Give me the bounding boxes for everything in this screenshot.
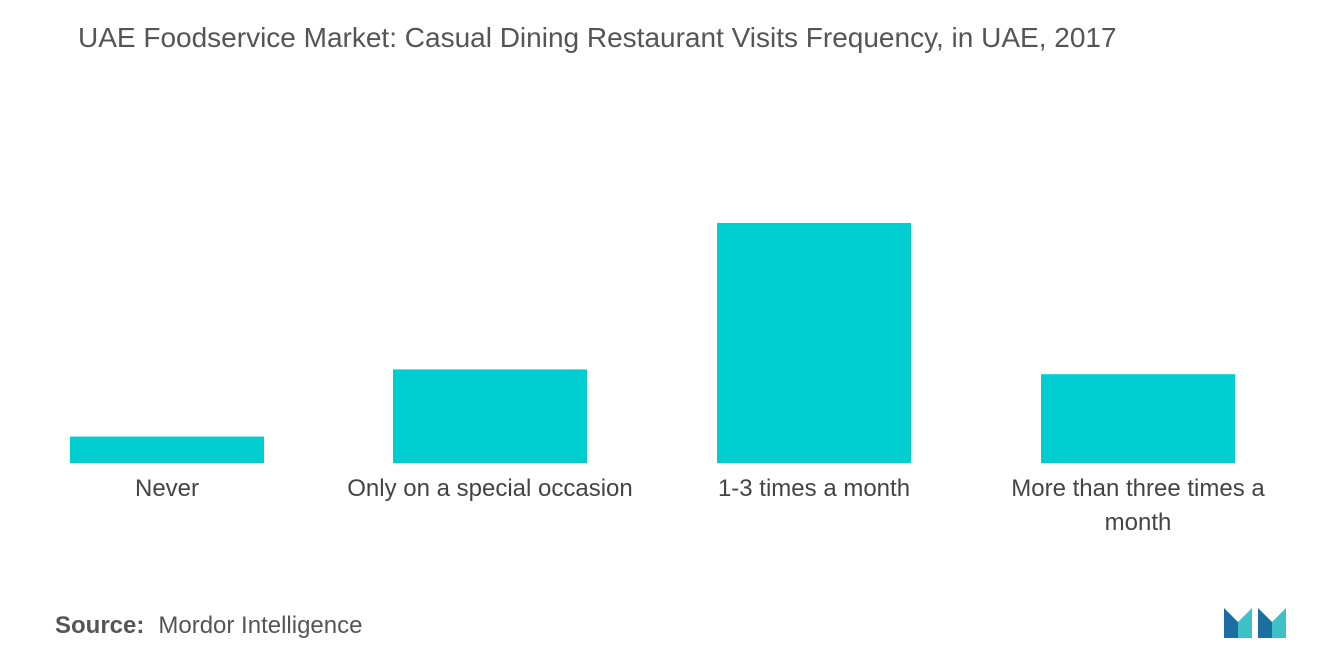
mordor-intelligence-logo-icon (1224, 608, 1286, 638)
chart-title: UAE Foodservice Market: Casual Dining Re… (78, 22, 1117, 53)
bar-chart (70, 223, 1235, 463)
category-label-3: 1-3 times a month (717, 475, 911, 502)
bar-2 (393, 369, 587, 463)
source-value: Mordor Intelligence (158, 612, 363, 639)
bar-4 (1041, 374, 1235, 463)
bar-1 (70, 436, 264, 463)
source-note: Source: Mordor Intelligence (55, 612, 362, 640)
category-label-1: Never (134, 475, 200, 502)
category-label-4: More than three times a month (1011, 475, 1265, 536)
bar-3 (717, 223, 911, 463)
source-label: Source: (55, 612, 145, 639)
category-label-2: Only on a special occasion (347, 475, 633, 502)
